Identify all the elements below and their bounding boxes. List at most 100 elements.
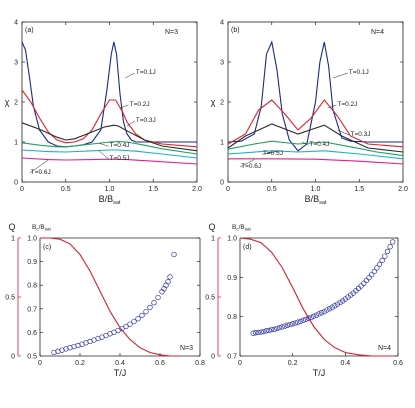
label-leader: [98, 142, 109, 147]
Bc-point: [303, 316, 309, 323]
panel-c: 0 0.2 0.4 0.6 0.80.50.60.70.80.91.000.51(c)N…: [5, 222, 205, 378]
Bc-point: [139, 312, 145, 319]
series-line-T0_6J: [21, 157, 198, 165]
Bc-point: [282, 323, 288, 329]
x-tick-label: 0: [38, 360, 42, 367]
Bc-point: [366, 275, 372, 281]
Bc-point: [358, 283, 364, 289]
Bc-point: [382, 253, 388, 259]
x-tick-label: 0: [238, 360, 242, 367]
label-leader: [240, 159, 255, 168]
y-tick-label: 1.0: [27, 236, 37, 243]
y-tick-label: 1: [14, 140, 18, 147]
Bc-point: [308, 314, 314, 321]
Bc-point: [268, 326, 275, 333]
y-tick-label: 0.5: [27, 354, 37, 361]
q-tick-label: 0.5: [5, 295, 15, 302]
x-tick-label: 0.2: [288, 360, 298, 367]
Bc-point: [297, 318, 304, 325]
y-axis-label-Bc: Bc/Bsat: [232, 224, 252, 232]
Bc-point: [258, 329, 264, 335]
series-line-T0_4J: [21, 141, 198, 155]
x-axis-label: T/J: [114, 368, 127, 378]
q-tick-label: 0: [11, 354, 15, 361]
series-label: T=0.1J: [136, 69, 156, 76]
x-tick-label: 2.0: [398, 186, 408, 193]
panel-tag: (d): [243, 244, 252, 251]
Bc-point: [318, 310, 325, 316]
label-leader: [337, 129, 350, 136]
Bc-point: [266, 327, 272, 334]
Bc-point: [274, 325, 280, 332]
Bc-point: [127, 321, 133, 327]
Bc-point: [279, 324, 285, 330]
series-label: T=0.6J: [241, 163, 261, 170]
annotation: N=4: [371, 29, 384, 36]
y-tick-label: 0.8: [27, 283, 37, 290]
Bc-point: [271, 326, 277, 332]
y-tick-label: 3: [14, 60, 18, 67]
Bc-point: [332, 303, 338, 309]
Bc-point: [324, 307, 330, 313]
Bc-point: [311, 313, 317, 319]
Bc-point: [313, 312, 320, 318]
series-line-T0_4J: [227, 140, 404, 157]
Bc-point: [361, 280, 367, 286]
y-axis-label-Q: Q: [8, 222, 15, 232]
Bc-point: [165, 279, 171, 285]
Bc-point: [329, 304, 335, 310]
y-tick-label: 1: [220, 140, 224, 147]
Bc-point: [384, 248, 391, 255]
series-line-T0_6J: [228, 158, 404, 165]
Bc-point: [376, 261, 383, 268]
Bc-point: [119, 325, 125, 332]
y-axis-label-Bc: Bc/Bsat: [32, 224, 52, 232]
y-axis-label: χ: [211, 97, 216, 107]
Bc-point: [337, 299, 343, 306]
x-tick-label: 0.6: [393, 360, 403, 367]
series-label: T=0.4J: [309, 141, 329, 148]
x-tick-label: 1.0: [311, 186, 321, 193]
Bc-point: [334, 301, 341, 307]
x-tick-label: 0.8: [195, 360, 205, 367]
x-tick-label: 0.4: [340, 360, 350, 367]
label-leader: [327, 104, 337, 109]
label-leader: [125, 72, 135, 79]
q-tick-label: 0.5: [205, 295, 215, 302]
Bc-point: [363, 277, 370, 284]
q-tick-label: 0: [211, 354, 215, 361]
y-tick-label: 0.9: [227, 275, 237, 282]
x-tick-label: 0.5: [267, 186, 277, 193]
Bc-point: [163, 282, 169, 288]
label-leader: [126, 120, 135, 127]
series-label: T=0.5J: [110, 155, 130, 162]
Bc-point: [379, 257, 385, 264]
series-line-T0_3J: [21, 122, 198, 152]
Bc-point: [284, 322, 291, 328]
q-tick-label: 1: [211, 236, 215, 243]
x-tick-label: 0.6: [155, 360, 165, 367]
x-tick-label: 2.0: [192, 186, 202, 193]
Bc-point: [390, 239, 396, 245]
series-label: T=0.3J: [351, 131, 371, 138]
y-tick-label: 3: [220, 60, 224, 67]
y-tick-label: 0.6: [27, 330, 37, 337]
label-leader: [98, 150, 109, 160]
label-leader: [332, 72, 348, 79]
annotation: N=3: [165, 29, 178, 36]
x-tick-label: 0: [226, 186, 230, 193]
series-line-T0_5J: [21, 149, 198, 159]
panel-tag: (c): [43, 244, 51, 251]
x-axis-label: B/Bsat: [305, 194, 327, 206]
Bc-point: [371, 268, 377, 275]
series-line-T0_2J: [21, 89, 198, 148]
panel-b: 0 0.5 1.0 1.5 2.0 0 1 2 3 4 T=0.1J T=0.2J T=0.3J T=0.…: [211, 20, 408, 207]
y-tick-label: 0.7: [227, 354, 237, 361]
Bc-point: [143, 308, 149, 315]
label-leader: [29, 159, 49, 174]
Bc-point: [326, 306, 333, 312]
y-tick-label: 1.0: [227, 236, 237, 243]
x-tick-label: 0.5: [61, 186, 71, 193]
series-line-T0_3J: [227, 123, 404, 153]
Bc-point: [171, 251, 177, 258]
